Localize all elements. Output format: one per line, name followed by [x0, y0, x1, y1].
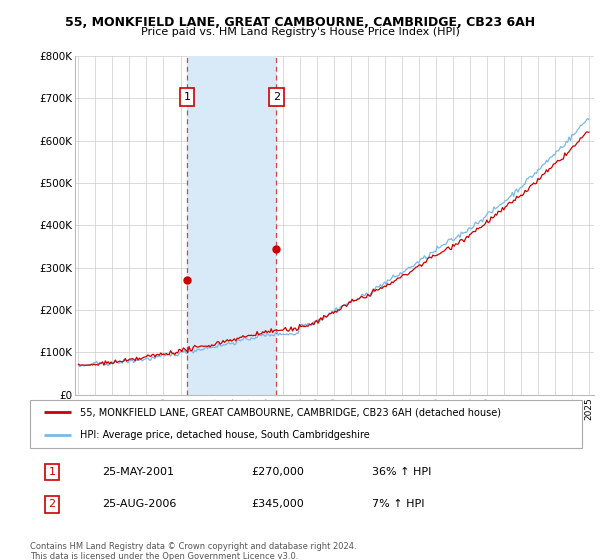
Text: 2: 2 [273, 92, 280, 102]
Text: £270,000: £270,000 [251, 467, 304, 477]
Text: 1: 1 [49, 467, 56, 477]
Text: £345,000: £345,000 [251, 500, 304, 510]
Text: HPI: Average price, detached house, South Cambridgeshire: HPI: Average price, detached house, Sout… [80, 430, 370, 440]
Bar [187, 56, 277, 395]
Text: 55, MONKFIELD LANE, GREAT CAMBOURNE, CAMBRIDGE, CB23 6AH: 55, MONKFIELD LANE, GREAT CAMBOURNE, CAM… [65, 16, 535, 29]
Text: 25-MAY-2001: 25-MAY-2001 [102, 467, 174, 477]
Text: Contains HM Land Registry data © Crown copyright and database right 2024.
This d: Contains HM Land Registry data © Crown c… [30, 542, 356, 560]
Text: 55, MONKFIELD LANE, GREAT CAMBOURNE, CAMBRIDGE, CB23 6AH (detached house): 55, MONKFIELD LANE, GREAT CAMBOURNE, CAM… [80, 407, 500, 417]
Text: Price paid vs. HM Land Registry's House Price Index (HPI): Price paid vs. HM Land Registry's House … [140, 27, 460, 37]
Text: 25-AUG-2006: 25-AUG-2006 [102, 500, 176, 510]
Text: 2: 2 [49, 500, 56, 510]
Text: 36% ↑ HPI: 36% ↑ HPI [372, 467, 431, 477]
Text: 7% ↑ HPI: 7% ↑ HPI [372, 500, 425, 510]
FancyBboxPatch shape [30, 400, 582, 448]
Text: 1: 1 [184, 92, 190, 102]
